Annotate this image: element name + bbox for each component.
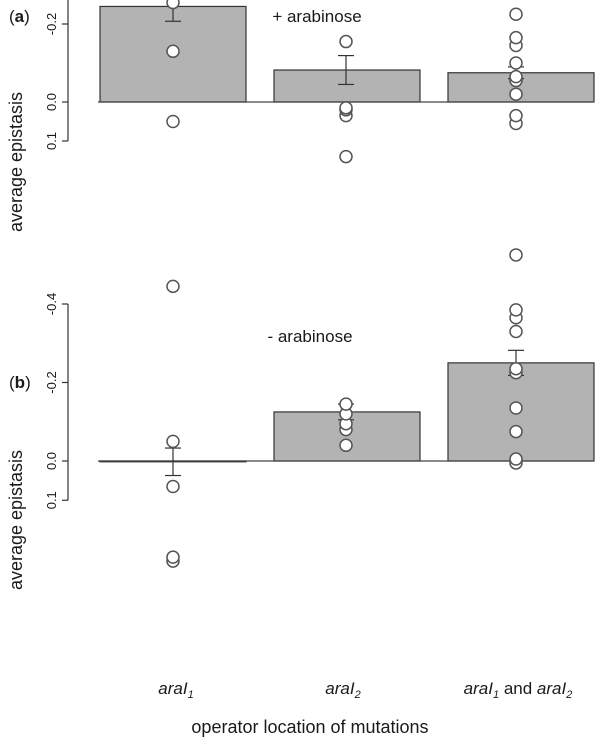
data-point-1-1-3	[166, 0, 180, 10]
panel-b-letter: b	[15, 373, 25, 392]
data-point-2-2-1	[339, 438, 353, 453]
data-point-1-1-2	[166, 44, 180, 59]
data-point-1-1-1	[166, 114, 180, 129]
category-label-1: araI1	[158, 679, 193, 701]
category-labels: araI1 araI2 araI1 and araI2	[158, 679, 572, 701]
panel-b-plot: 0.1 0.0 -0.2 -0.4	[44, 248, 595, 568]
category-label-3: araI1 and araI2	[464, 679, 573, 701]
panel-b-title: - arabinose	[267, 327, 352, 346]
y-tick-label-2-2: -0.2	[44, 371, 59, 393]
data-point-1-3-2	[509, 108, 523, 123]
y-tick-label-2-3: -0.4	[44, 293, 59, 315]
bar-1-2	[273, 69, 421, 103]
y-tick-label-2-0: 0.1	[44, 491, 59, 509]
data-point-1-2-5	[339, 34, 353, 49]
data-point-1-2-4	[339, 101, 353, 115]
data-point-2-3-10	[509, 248, 523, 262]
data-point-2-3-4	[509, 401, 523, 415]
data-point-1-3-6	[509, 56, 523, 70]
data-point-1-3-3	[509, 87, 523, 101]
data-point-2-3-3	[509, 424, 523, 439]
data-point-2-3-2	[509, 452, 523, 466]
data-point-2-3-9	[509, 303, 523, 317]
panel-a-ylabel: average epistasis	[6, 92, 26, 232]
y-tick-label-1-1: 0.0	[44, 93, 59, 111]
data-point-2-3-7	[509, 324, 523, 339]
panel-a-title: + arabinose	[272, 7, 361, 26]
data-point-2-1-5	[166, 279, 180, 294]
data-point-1-2-1	[339, 149, 353, 164]
panel-b-label: (b)	[9, 373, 31, 392]
y-tick-label-1-2: -0.2	[44, 13, 59, 35]
data-point-2-1-2	[166, 550, 180, 564]
panel-a-plot: 0.10.0-0.2-0.4	[44, 0, 595, 164]
panel-a-label: (a)	[9, 7, 30, 26]
category-label-2: araI2	[325, 679, 360, 701]
data-point-2-1-3	[166, 479, 180, 494]
panel-b-ylabel: average epistasis	[6, 450, 26, 590]
data-point-2-1-4	[166, 434, 180, 449]
data-point-2-3-6	[509, 362, 523, 376]
y-tick-label-1-0: 0.1	[44, 132, 59, 150]
x-axis-label: operator location of mutations	[191, 717, 428, 737]
panel-a-letter: a	[15, 7, 25, 26]
error-bar-1-2	[338, 54, 354, 86]
data-point-2-2-5	[339, 397, 353, 411]
data-point-1-3-9	[509, 7, 523, 21]
data-point-1-3-5	[509, 69, 523, 84]
data-point-1-3-8	[509, 30, 523, 45]
y-tick-label-2-1: 0.0	[44, 452, 59, 470]
